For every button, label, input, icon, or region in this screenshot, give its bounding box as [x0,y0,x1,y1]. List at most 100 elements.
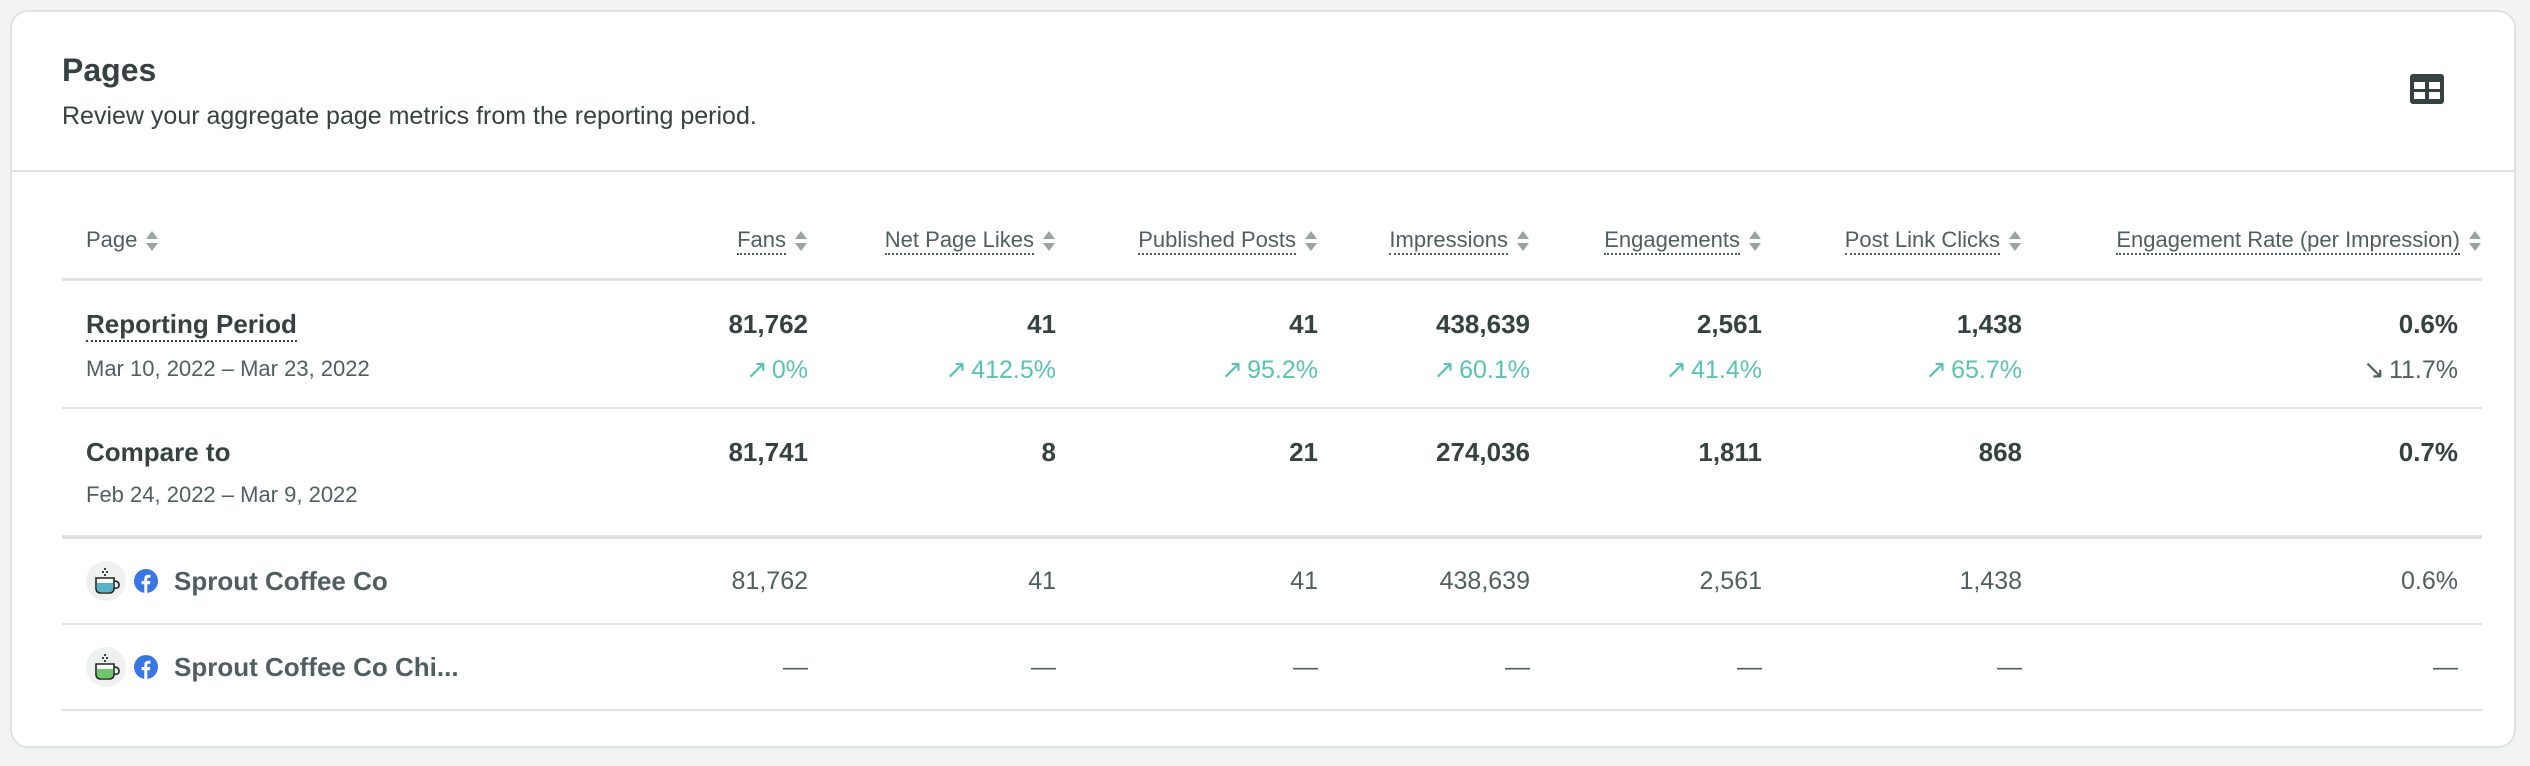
metric-cell-post-link-clicks: 868 [1762,408,2022,539]
reporting-period-label[interactable]: Reporting Period [86,309,297,342]
column-header-net-page-likes[interactable]: Net Page Likes [808,202,1056,281]
metric-delta: ↗ 0% [622,354,808,385]
sort-icon[interactable] [794,229,808,253]
column-header-engagement-rate[interactable]: Engagement Rate (per Impression) [2022,202,2482,281]
column-header-impressions[interactable]: Impressions [1318,202,1530,281]
column-label: Net Page Likes [884,226,1034,255]
metric-cell-published-posts: 21 [1056,408,1318,539]
metric-value: 21 [1289,437,1318,467]
card-subtitle: Review your aggregate page metrics from … [62,102,757,130]
metric-cell-impressions: 438,639 ↗ 60.1% [1318,279,1530,409]
trend-up-icon: ↗ [1221,354,1244,384]
page-metric-engagement-rate: — [2022,624,2482,711]
page-metric-post-link-clicks: 1,438 [1762,537,2022,625]
delta-value: 412.5% [971,356,1056,384]
reporting-period-row: Reporting Period Mar 10, 2022 – Mar 23, … [62,279,2482,409]
card-title: Pages [62,52,157,88]
metric-delta: ↗ 60.1% [1318,354,1530,385]
column-header-fans[interactable]: Fans [622,202,808,281]
page-cell: Sprout Coffee Co [62,537,622,625]
page-metric-impressions: 438,639 [1318,537,1530,625]
delta-value: 41.4% [1691,356,1762,384]
pages-table-container: Page Fans Net Page Likes Published Posts… [62,202,2482,711]
metric-value: 2,561 [1696,309,1762,339]
sort-icon[interactable] [2008,229,2022,253]
page-metric-post-link-clicks: — [1762,624,2022,711]
page-metric-published-posts: — [1056,624,1318,711]
trend-up-icon: ↗ [1925,354,1948,384]
page-metric-fans: 81,762 [622,537,808,625]
reporting-period-cell: Reporting Period Mar 10, 2022 – Mar 23, … [62,279,622,409]
column-label: Fans [737,226,786,255]
sort-icon[interactable] [145,229,159,253]
metric-value: 1,438 [1956,309,2022,339]
metric-cell-engagement-rate: 0.6% ↘ 11.7% [2022,279,2482,409]
column-label: Page [86,226,138,252]
metric-value: 81,762 [728,309,808,339]
column-label: Engagements [1604,226,1740,255]
facebook-icon [134,569,158,593]
metric-cell-impressions: 274,036 [1318,408,1530,539]
trend-up-icon: ↗ [1665,354,1688,384]
delta-value: 11.7% [2388,356,2458,384]
page-metric-net-page-likes: — [808,624,1056,711]
metric-cell-net-page-likes: 8 [808,408,1056,539]
metric-value: 868 [1978,437,2022,467]
pages-card: Pages Review your aggregate page metrics… [10,10,2516,748]
table-header-row: Page Fans Net Page Likes Published Posts… [62,202,2482,281]
sort-icon[interactable] [2468,229,2482,253]
column-header-post-link-clicks[interactable]: Post Link Clicks [1762,202,2022,281]
page-metric-net-page-likes: 41 [808,537,1056,625]
metric-value: 0.7% [2398,437,2458,467]
metric-cell-fans: 81,741 [622,408,808,539]
sort-icon[interactable] [1748,229,1762,253]
compare-to-row: Compare to Feb 24, 2022 – Mar 9, 2022 81… [62,408,2482,539]
metric-cell-engagements: 2,561 ↗ 41.4% [1530,279,1762,409]
compare-to-dates: Feb 24, 2022 – Mar 9, 2022 [86,482,358,507]
metric-delta: ↗ 41.4% [1530,354,1762,385]
metric-cell-engagement-rate: 0.7% [2022,408,2482,539]
sort-icon[interactable] [1516,229,1530,253]
metric-delta: ↘ 11.7% [2022,354,2458,385]
page-row[interactable]: Sprout Coffee Co Chi... — — — — — — — [62,624,2482,711]
column-header-page[interactable]: Page [62,202,622,281]
reporting-period-dates: Mar 10, 2022 – Mar 23, 2022 [86,356,370,381]
metric-value: 41 [1289,309,1318,339]
delta-value: 65.7% [1951,356,2022,384]
metric-value: 438,639 [1436,309,1530,339]
page-metric-engagements: 2,561 [1530,537,1762,625]
page-name[interactable]: Sprout Coffee Co [174,565,388,596]
pages-table: Page Fans Net Page Likes Published Posts… [62,202,2482,711]
metric-value: 81,741 [728,437,808,467]
sort-icon[interactable] [1304,229,1318,253]
page-metric-engagements: — [1530,624,1762,711]
column-label: Published Posts [1138,226,1296,255]
compare-to-label: Compare to [86,437,231,467]
metric-value: 274,036 [1436,437,1530,467]
trend-up-icon: ↗ [945,354,968,384]
page-row[interactable]: Sprout Coffee Co 81,762 41 41 438,639 2,… [62,537,2482,625]
facebook-icon [134,655,158,679]
sort-icon[interactable] [1042,229,1056,253]
column-label: Impressions [1389,226,1508,255]
metric-delta: ↗ 412.5% [808,354,1056,385]
page-metric-published-posts: 41 [1056,537,1318,625]
column-label: Engagement Rate (per Impression) [2116,226,2460,255]
page-name[interactable]: Sprout Coffee Co Chi... [174,651,459,682]
metric-value: 1,811 [1698,437,1762,467]
metric-value: 41 [1027,309,1056,339]
metric-cell-engagements: 1,811 [1530,408,1762,539]
page-avatar [86,561,126,601]
column-header-published-posts[interactable]: Published Posts [1056,202,1318,281]
metric-cell-fans: 81,762 ↗ 0% [622,279,808,409]
metric-cell-published-posts: 41 ↗ 95.2% [1056,279,1318,409]
column-header-engagements[interactable]: Engagements [1530,202,1762,281]
trend-up-icon: ↗ [746,354,768,384]
table-view-icon[interactable] [2410,74,2444,104]
compare-to-cell: Compare to Feb 24, 2022 – Mar 9, 2022 [62,408,622,539]
metric-cell-post-link-clicks: 1,438 ↗ 65.7% [1762,279,2022,409]
delta-value: 95.2% [1247,356,1318,384]
page-avatar [86,647,126,687]
metric-cell-net-page-likes: 41 ↗ 412.5% [808,279,1056,409]
card-header: Pages Review your aggregate page metrics… [12,12,2514,172]
